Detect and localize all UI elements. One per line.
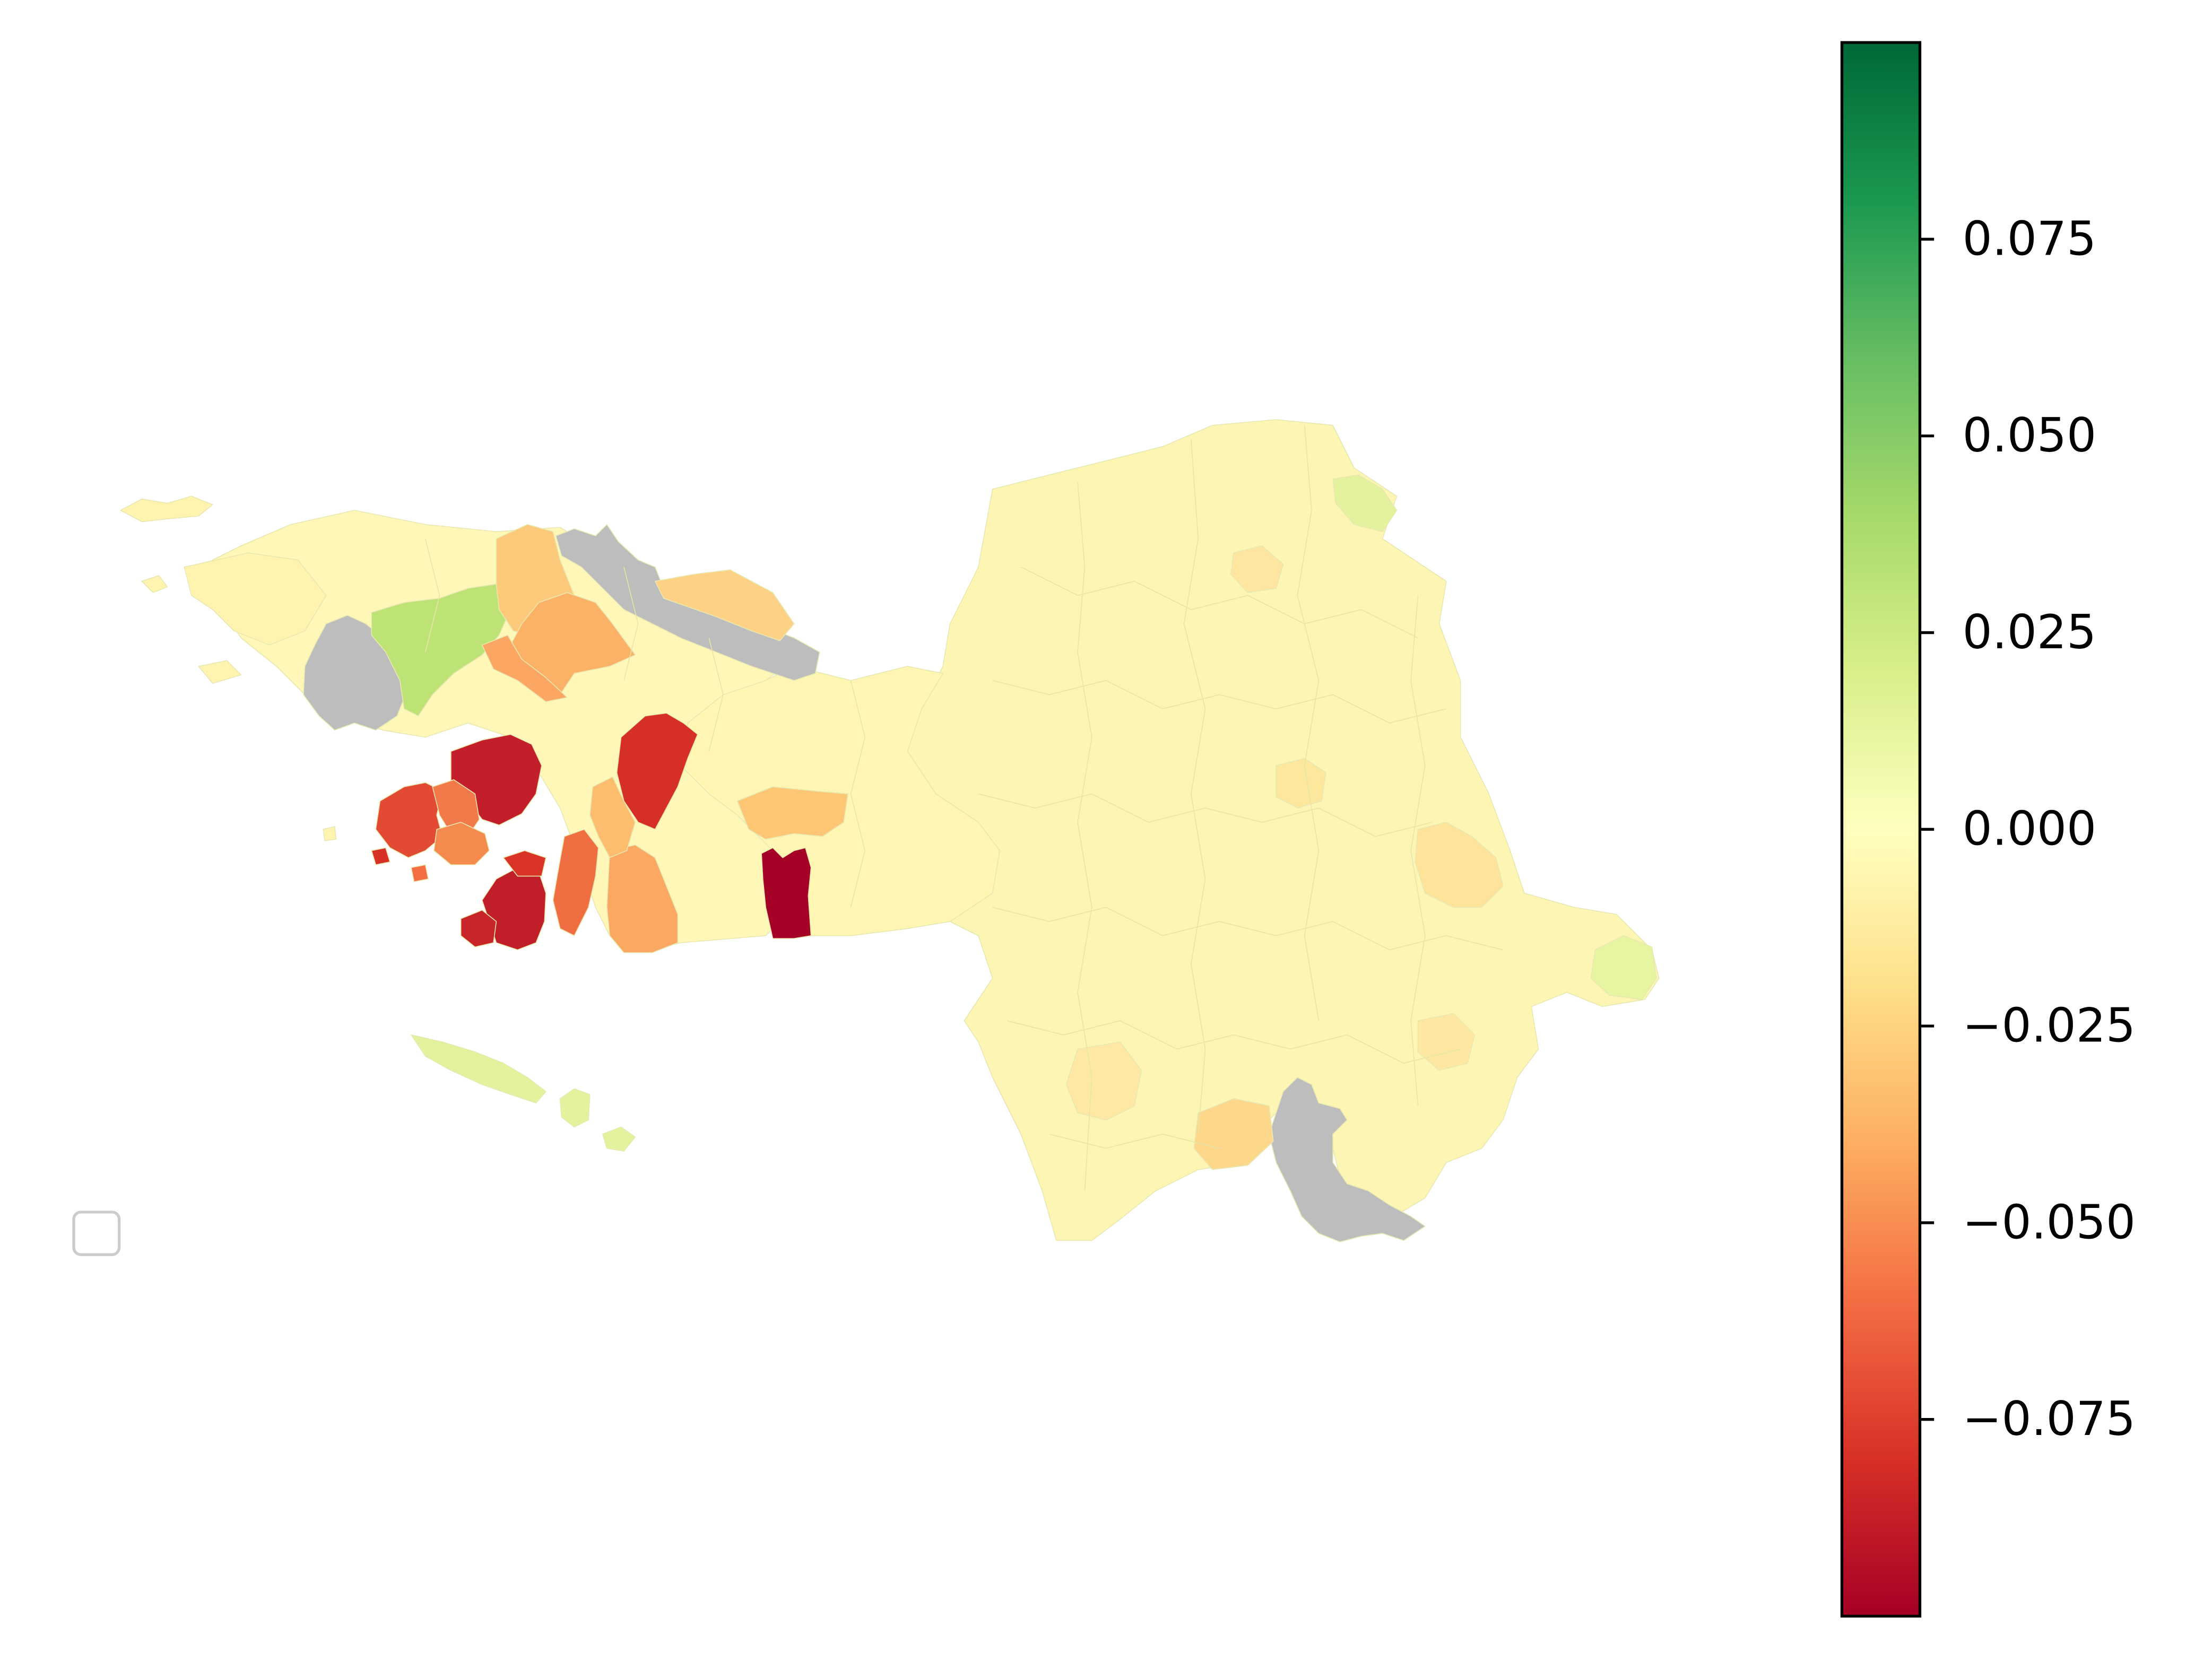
region-east-7 xyxy=(1230,545,1284,593)
region-island-s1 xyxy=(411,1034,547,1103)
region-island-s4 xyxy=(323,826,337,841)
region-nw-islet-1 xyxy=(120,495,213,523)
legend-box xyxy=(72,1211,121,1256)
region-red-5 xyxy=(460,909,497,947)
region-east-4 xyxy=(1590,935,1657,1000)
region-island-s3 xyxy=(602,1126,636,1152)
colorbar-tick-label: −0.075 xyxy=(1963,1391,2136,1446)
colorbar-gradient xyxy=(1840,41,1922,1618)
region-east-6 xyxy=(1065,1041,1142,1120)
region-east-3 xyxy=(1193,1098,1274,1170)
region-nw-islet-2 xyxy=(141,575,168,593)
region-island-s2 xyxy=(559,1088,591,1128)
region-nodata-south xyxy=(1269,1077,1426,1242)
region-islet-w6 xyxy=(411,864,429,883)
choropleth-map xyxy=(120,419,1660,1242)
region-orange-ne xyxy=(654,569,795,641)
region-east-1 xyxy=(1415,822,1504,908)
region-w-islet-3 xyxy=(198,660,242,684)
region-orange-mid-2 xyxy=(433,822,490,865)
colorbar-tick-label: −0.050 xyxy=(1963,1195,2136,1249)
region-orange-n3 xyxy=(481,634,568,702)
region-orange-mid-5 xyxy=(589,776,636,858)
region-east-2 xyxy=(1276,758,1326,809)
region-nw-coast xyxy=(184,552,327,646)
colorbar-tick-label: 0.050 xyxy=(1963,408,2096,463)
colorbar-tick-label: 0.000 xyxy=(1963,802,2096,856)
colorbar-tick-label: −0.025 xyxy=(1963,998,2136,1053)
colorbar-tick-label: 0.025 xyxy=(1963,605,2096,659)
region-east-5 xyxy=(1332,474,1398,532)
colorbar: 0.075 0.050 0.025 0.000 −0.025 −0.050 −0.075 xyxy=(1840,41,2136,1618)
region-red-6 xyxy=(502,850,547,877)
region-darkest-red xyxy=(761,847,812,939)
colorbar-tick-label: 0.075 xyxy=(1963,211,2096,266)
region-orange-mid-3 xyxy=(552,829,599,936)
region-islet-w5 xyxy=(371,847,391,865)
colorbar-ticks: 0.075 0.050 0.025 0.000 −0.025 −0.050 −0.075 xyxy=(1920,211,2136,1446)
region-red-3 xyxy=(375,782,443,858)
region-orange-south-band xyxy=(736,786,848,840)
district-borders xyxy=(424,425,1503,1191)
region-positive-green xyxy=(371,584,511,717)
region-orange-mid-4 xyxy=(606,844,679,953)
